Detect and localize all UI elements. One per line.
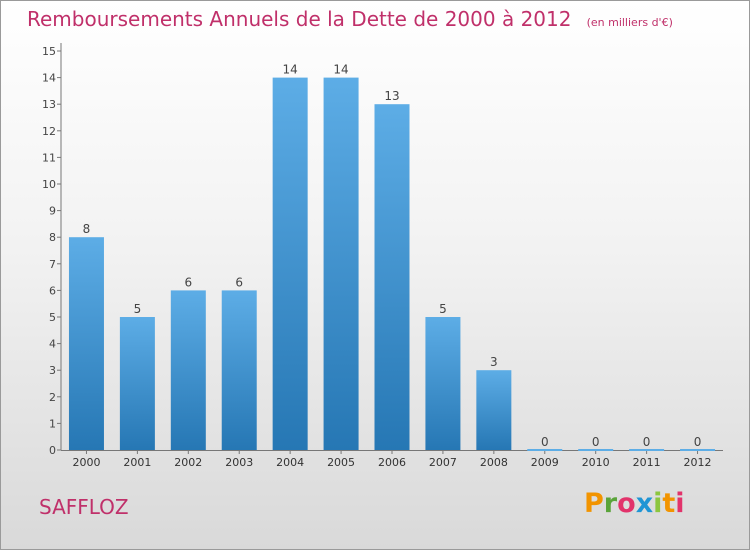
chart-unit: (en milliers d'€) (586, 16, 673, 29)
bar-2008 (476, 370, 512, 450)
x-tick-label: 2011 (633, 456, 661, 469)
value-label-2011: 0 (643, 435, 651, 449)
proxiti-logo: Proxiti (584, 488, 685, 519)
x-tick-label: 2007 (429, 456, 457, 469)
y-tick-label: 8 (49, 231, 56, 244)
y-tick-label: 0 (49, 444, 56, 457)
y-tick-label: 13 (42, 98, 56, 111)
y-tick-label: 10 (42, 178, 56, 191)
y-tick-label: 4 (49, 338, 56, 351)
x-tick-label: 2003 (225, 456, 253, 469)
value-label-2001: 5 (134, 302, 142, 316)
y-tick-label: 9 (49, 205, 56, 218)
chart-value-labels: 8 5 6 6 14 14 13 5 3 0 0 0 0 (83, 63, 702, 449)
y-tick-label: 15 (42, 45, 56, 58)
x-tick-label: 2005 (327, 456, 355, 469)
chart-title: Remboursements Annuels de la Dette de 20… (27, 7, 572, 31)
logo-letter: o (617, 488, 636, 519)
logo-letter: x (635, 488, 654, 519)
logo-letter: i (675, 488, 685, 519)
title-row: Remboursements Annuels de la Dette de 20… (27, 7, 673, 31)
value-label-2002: 6 (184, 275, 192, 289)
x-tick-label: 2008 (480, 456, 508, 469)
value-label-2004: 14 (283, 63, 298, 77)
x-tick-label: 2010 (582, 456, 610, 469)
logo-letter: P (584, 488, 604, 519)
y-tick-label: 11 (42, 151, 56, 164)
x-tick-label: 2006 (378, 456, 406, 469)
y-tick-label: 3 (49, 364, 56, 377)
y-tick-label: 1 (49, 417, 56, 430)
value-label-2010: 0 (592, 435, 600, 449)
x-tick-label: 2012 (684, 456, 712, 469)
x-tick-label: 2002 (174, 456, 202, 469)
x-tick-label: 2000 (72, 456, 100, 469)
y-tick-label: 12 (42, 125, 56, 138)
value-label-2012: 0 (694, 435, 702, 449)
bar-2004 (272, 77, 308, 450)
y-tick-label: 5 (49, 311, 56, 324)
x-tick-label: 2001 (123, 456, 151, 469)
bar-2007 (425, 317, 461, 450)
y-tick-label: 14 (42, 72, 56, 85)
x-tick-label: 2004 (276, 456, 304, 469)
value-label-2007: 5 (439, 302, 447, 316)
value-label-2009: 0 (541, 435, 549, 449)
bar-2001 (119, 317, 155, 450)
y-tick-label: 2 (49, 391, 56, 404)
bar-2002 (170, 290, 206, 450)
value-label-2005: 14 (333, 63, 348, 77)
x-tick-label: 2009 (531, 456, 559, 469)
bar-2000 (68, 237, 104, 450)
value-label-2003: 6 (235, 275, 243, 289)
value-label-2000: 8 (83, 222, 91, 236)
bar-2005 (323, 77, 359, 450)
y-tick-label: 7 (49, 258, 56, 271)
chart-bars (68, 77, 716, 451)
logo-letter: t (662, 488, 676, 519)
bar-2006 (374, 104, 410, 450)
logo-letter: i (653, 488, 663, 519)
logo-letter: r (603, 488, 618, 519)
commune-name: SAFFLOZ (39, 495, 129, 519)
bar-2003 (221, 290, 257, 450)
y-tick-label: 6 (49, 284, 56, 297)
value-label-2008: 3 (490, 355, 498, 369)
value-label-2006: 13 (384, 89, 399, 103)
